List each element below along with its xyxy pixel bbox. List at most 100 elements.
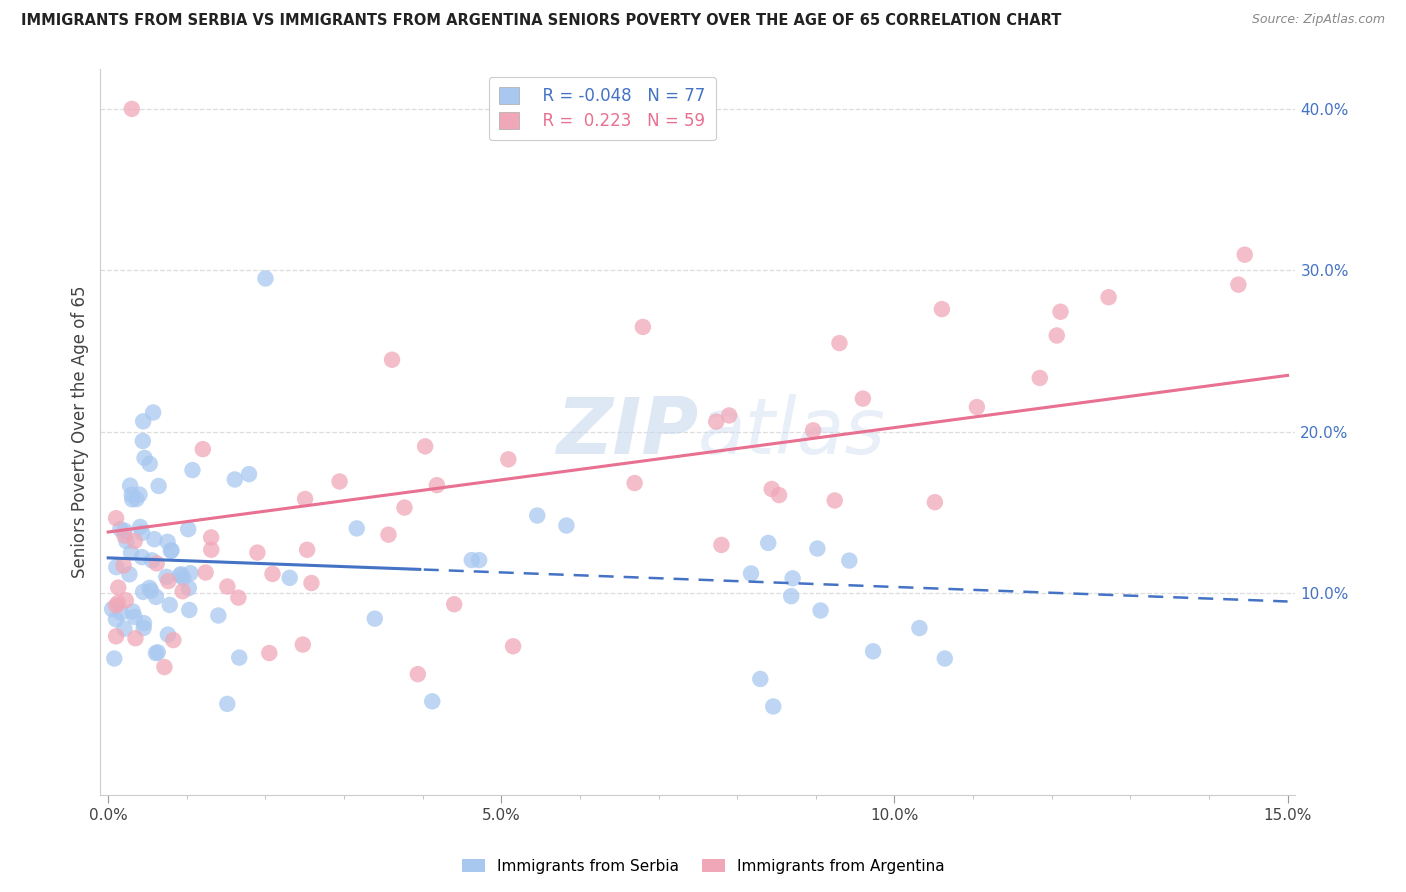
Point (112, 558, 135, 573)
Point (118, 567, 141, 582)
Point (177, 581, 200, 595)
Point (148, 479, 170, 493)
Point (862, 644, 884, 658)
Point (132, 616, 155, 631)
Text: IMMIGRANTS FROM SERBIA VS IMMIGRANTS FROM ARGENTINA SENIORS POVERTY OVER THE AGE: IMMIGRANTS FROM SERBIA VS IMMIGRANTS FRO… (21, 13, 1062, 29)
Point (115, 534, 138, 549)
Point (159, 598, 181, 612)
Point (112, 622, 135, 636)
Point (346, 521, 368, 535)
Point (780, 589, 803, 603)
Point (156, 627, 179, 641)
Point (468, 553, 491, 567)
Point (420, 694, 443, 708)
Point (498, 452, 520, 467)
Point (132, 621, 155, 635)
Point (931, 302, 953, 317)
Point (749, 672, 772, 686)
Text: Source: ZipAtlas.com: Source: ZipAtlas.com (1251, 13, 1385, 27)
Point (124, 632, 146, 646)
Point (217, 697, 239, 711)
Point (155, 570, 177, 584)
Point (160, 543, 183, 558)
Point (238, 467, 260, 482)
Point (254, 271, 277, 285)
Point (138, 581, 160, 595)
Point (105, 560, 128, 574)
Point (107, 596, 129, 610)
Point (132, 434, 155, 448)
Point (170, 567, 193, 582)
Point (1233, 248, 1256, 262)
Point (461, 553, 484, 567)
Point (828, 336, 851, 351)
Point (179, 566, 201, 581)
Point (194, 566, 217, 580)
Point (1029, 371, 1052, 385)
Point (291, 638, 314, 652)
Point (200, 530, 222, 544)
Point (1227, 277, 1250, 292)
Point (1046, 328, 1069, 343)
Point (377, 527, 399, 541)
Point (762, 699, 785, 714)
Point (162, 633, 184, 648)
Legend: Immigrants from Serbia, Immigrants from Argentina: Immigrants from Serbia, Immigrants from … (456, 853, 950, 880)
Point (806, 541, 828, 556)
Point (217, 580, 239, 594)
Point (966, 400, 988, 414)
Point (120, 478, 142, 492)
Point (124, 610, 146, 624)
Point (934, 651, 956, 665)
Point (631, 320, 654, 334)
Point (852, 392, 875, 406)
Point (207, 608, 229, 623)
Point (301, 576, 323, 591)
Point (502, 640, 524, 654)
Point (145, 646, 167, 660)
Point (1049, 304, 1071, 318)
Point (177, 522, 200, 536)
Point (145, 557, 167, 571)
Point (169, 568, 191, 582)
Point (824, 493, 846, 508)
Point (801, 423, 824, 437)
Point (132, 414, 155, 428)
Point (394, 500, 416, 515)
Point (294, 491, 316, 506)
Point (120, 546, 142, 560)
Point (172, 571, 194, 585)
Point (105, 599, 128, 613)
Point (259, 646, 281, 660)
Point (172, 584, 194, 599)
Point (838, 553, 860, 567)
Point (179, 603, 201, 617)
Point (329, 475, 352, 489)
Point (406, 667, 429, 681)
Point (139, 583, 162, 598)
Point (110, 522, 132, 536)
Point (101, 602, 124, 616)
Point (103, 651, 125, 665)
Point (146, 645, 169, 659)
Point (105, 629, 128, 643)
Point (228, 650, 250, 665)
Point (124, 533, 146, 548)
Point (224, 473, 246, 487)
Legend:   R = -0.048   N = 77,   R =  0.223   N = 59: R = -0.048 N = 77, R = 0.223 N = 59 (489, 77, 716, 140)
Point (443, 597, 465, 611)
Point (105, 511, 128, 525)
Point (740, 566, 762, 581)
Point (191, 442, 214, 457)
Point (121, 102, 143, 116)
Point (908, 621, 931, 635)
Point (142, 405, 165, 419)
Point (756, 536, 779, 550)
Point (143, 532, 166, 546)
Point (413, 439, 436, 453)
Point (623, 476, 645, 491)
Point (246, 545, 269, 559)
Point (262, 566, 284, 581)
Point (114, 524, 136, 538)
Point (121, 492, 143, 507)
